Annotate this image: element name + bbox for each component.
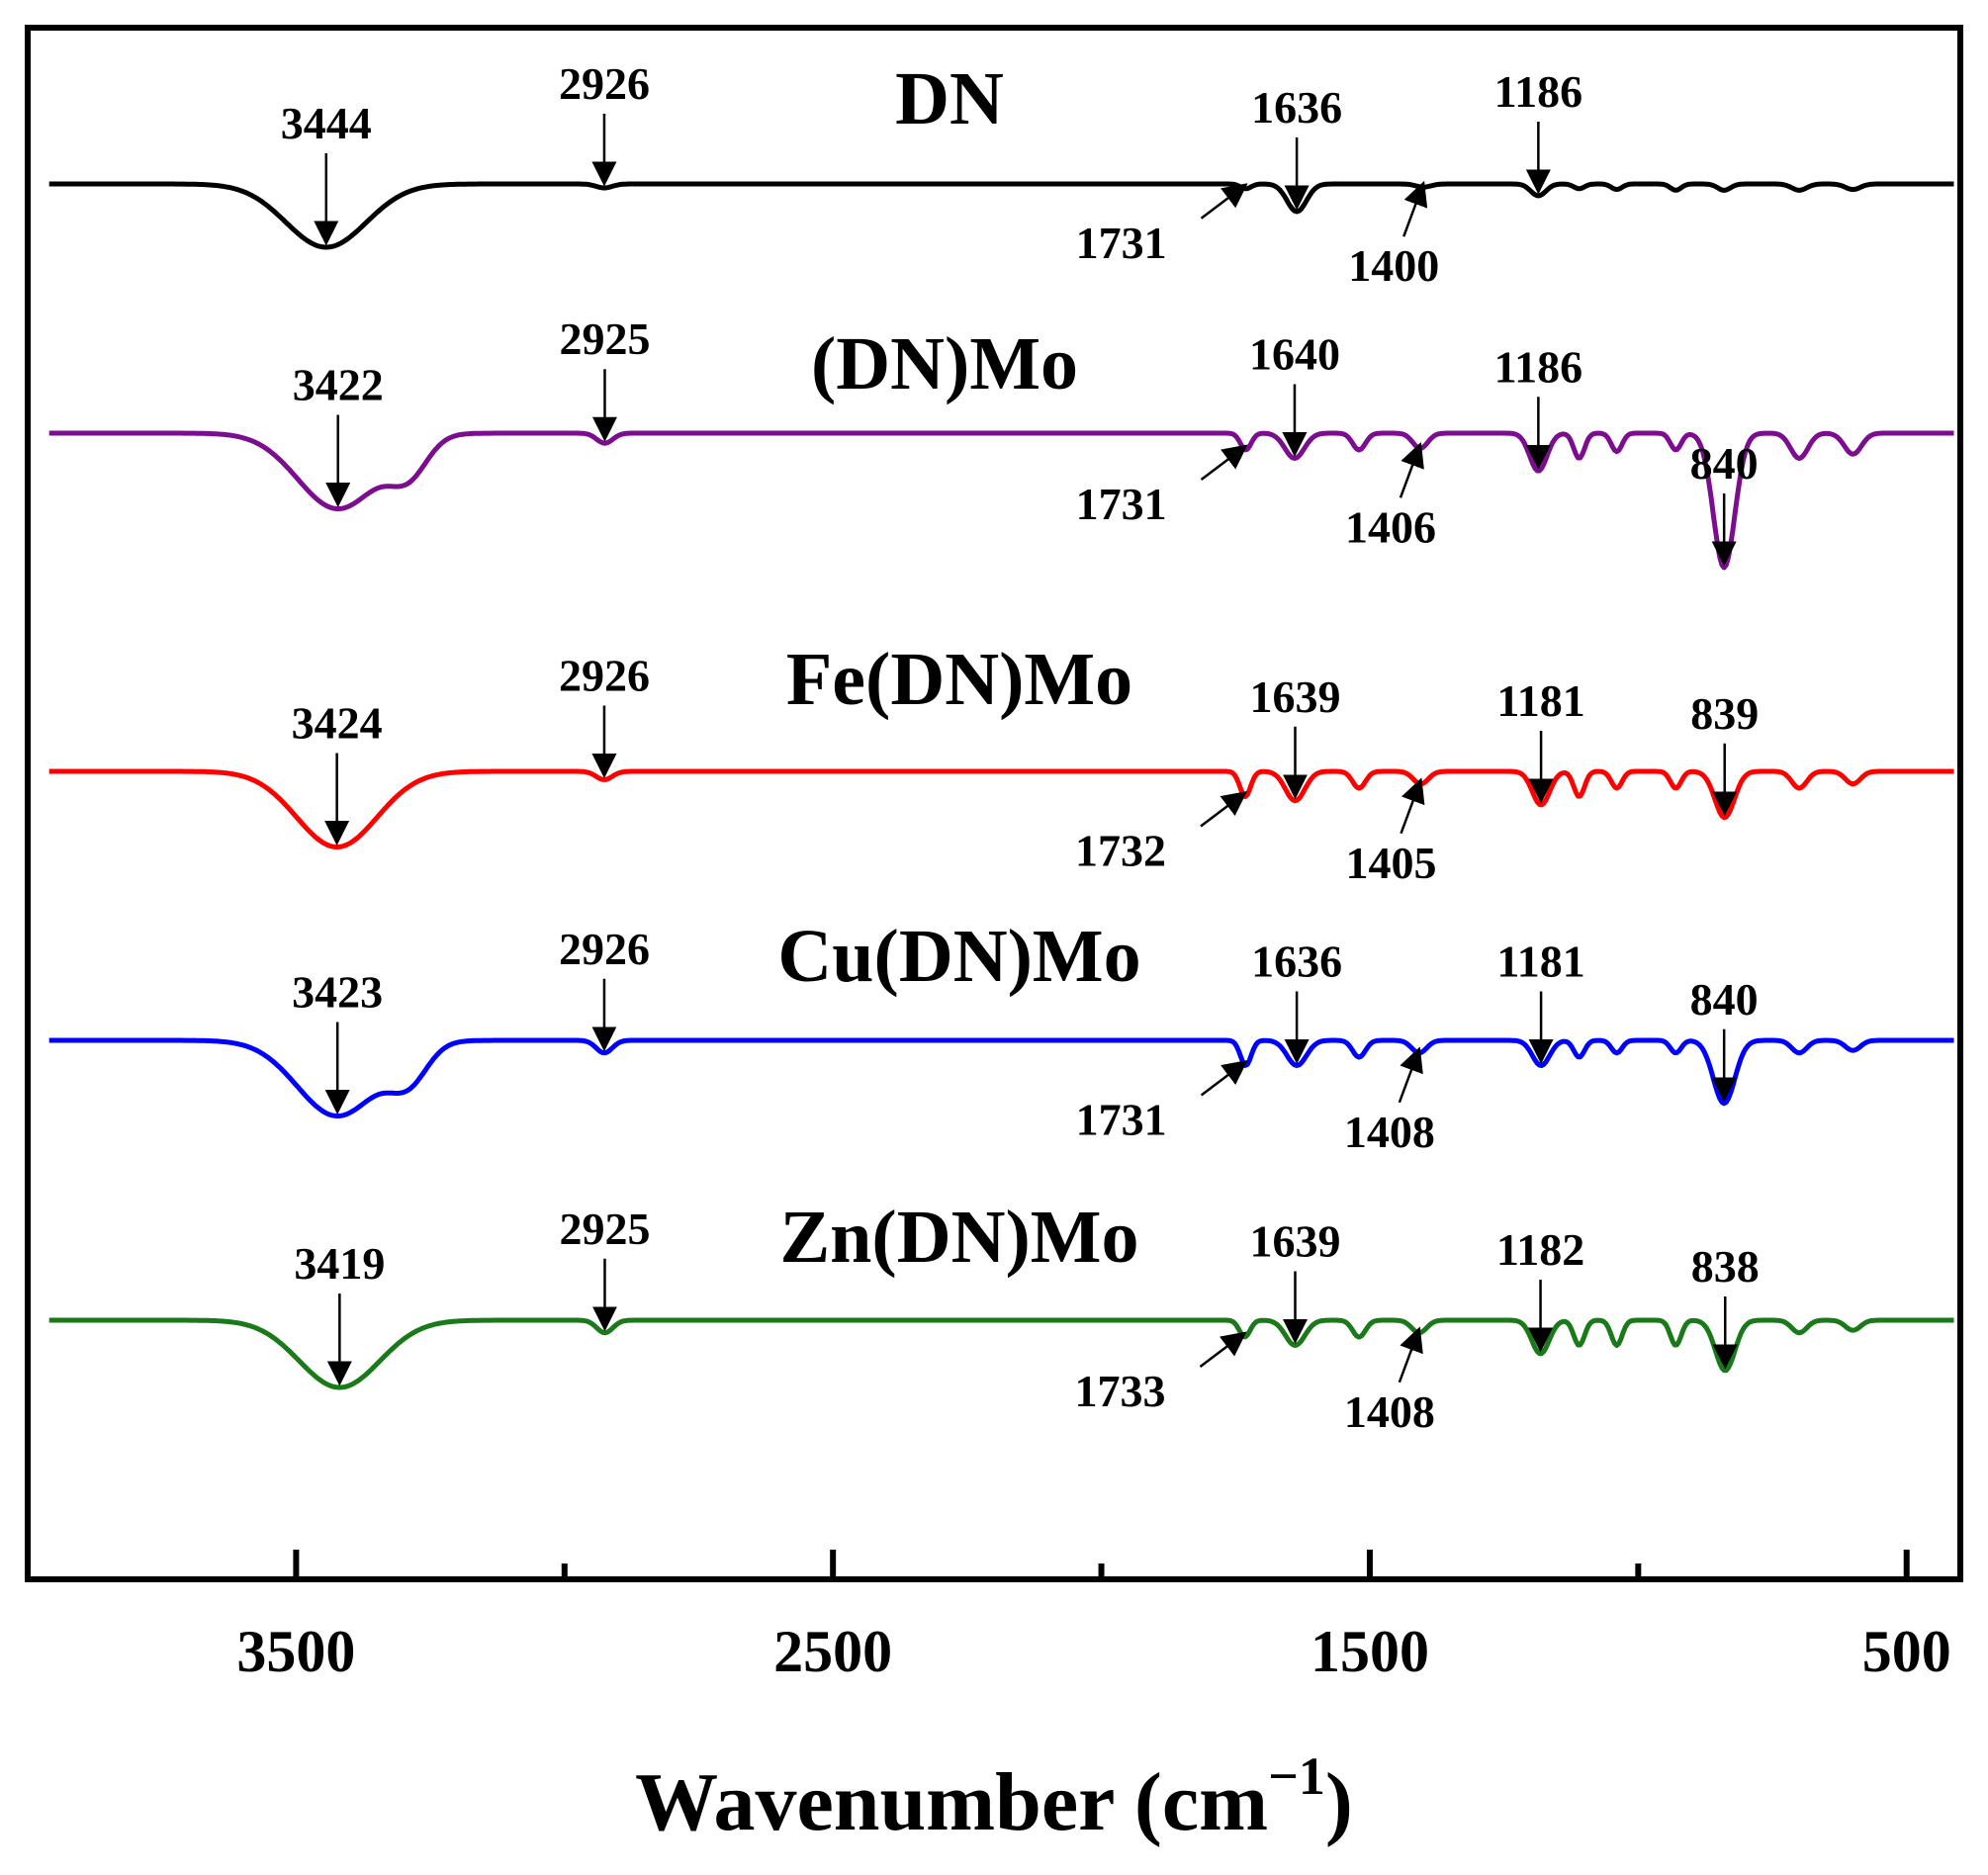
peak-label: 1405	[1346, 838, 1437, 888]
peak-arrow	[1399, 441, 1424, 498]
peak-label: 1400	[1348, 240, 1439, 291]
peak-label: 3444	[281, 98, 372, 148]
peak-arrow	[1200, 790, 1248, 828]
x-axis-title-main: Wavenumber (cm	[635, 1756, 1268, 1848]
series-label: Zn(DN)Mo	[779, 1196, 1138, 1279]
peak-label: 3419	[294, 1238, 385, 1289]
series-label: Cu(DN)Mo	[777, 915, 1140, 998]
x-tick-label: 500	[1862, 1619, 1951, 1684]
peak-arrow	[1199, 1331, 1247, 1368]
series-line-4	[48, 1037, 1954, 1118]
series-line-5	[48, 1317, 1954, 1390]
peak-label: 3424	[292, 698, 383, 749]
peak-arrow	[1400, 777, 1425, 835]
peak-label: 1406	[1345, 501, 1436, 552]
series-line-1	[48, 181, 1954, 250]
annotations-layer: DN 3444 2926 1636 1731 1400 1186 (DN)Mo 3422 2925…	[281, 57, 1760, 1437]
peak-label: 1181	[1496, 937, 1584, 987]
peak-label: 1636	[1251, 937, 1342, 987]
peak-label: 839	[1690, 688, 1759, 739]
peak-label: 1408	[1344, 1107, 1435, 1157]
x-axis-title-close: )	[1325, 1756, 1353, 1848]
peak-label: 2926	[559, 924, 650, 974]
peak-label: 1408	[1344, 1386, 1435, 1437]
peak-arrow	[1200, 444, 1248, 481]
peak-label: 1639	[1249, 1216, 1340, 1267]
peak-arrow	[1398, 1046, 1423, 1104]
series-line-2	[48, 430, 1954, 571]
peak-label: 1182	[1496, 1224, 1584, 1275]
peak-label: 1639	[1249, 671, 1340, 722]
x-tick-label: 2500	[773, 1619, 892, 1684]
series-label: Fe(DN)Mo	[786, 638, 1132, 721]
peak-label: 2925	[559, 1204, 650, 1254]
peak-label: 1636	[1251, 82, 1342, 133]
peak-label: 2926	[559, 651, 650, 701]
series-layer	[48, 181, 1954, 1390]
x-axis-title-exponent: −1	[1268, 1746, 1325, 1806]
peak-label: 3423	[292, 967, 383, 1018]
peak-label: 1733	[1074, 1366, 1165, 1416]
peak-label: 1731	[1076, 479, 1167, 529]
series-line-3	[48, 768, 1954, 849]
peak-label: 1731	[1076, 1095, 1167, 1145]
peak-label: 2925	[559, 313, 650, 364]
peak-arrow	[1200, 1059, 1248, 1097]
plot-frame	[25, 25, 1963, 1582]
series-label: DN	[895, 57, 1004, 140]
peak-label: 840	[1690, 438, 1759, 489]
peak-label: 840	[1690, 974, 1759, 1025]
peak-label: 838	[1691, 1241, 1760, 1292]
x-tick-label: 1500	[1310, 1619, 1429, 1684]
peak-arrow	[1402, 180, 1428, 237]
peak-label: 1181	[1496, 675, 1584, 726]
series-label: (DN)Mo	[811, 322, 1078, 405]
peak-label: 2926	[559, 58, 650, 109]
ticks-layer: 3500 2500 1500 500	[236, 1550, 1951, 1684]
peak-label: 1732	[1075, 826, 1166, 876]
x-tick-label: 3500	[236, 1619, 355, 1684]
peak-label: 3422	[293, 360, 384, 410]
peak-arrow	[1200, 183, 1248, 220]
peak-label: 1640	[1249, 329, 1340, 380]
peak-arrow	[1398, 1326, 1423, 1384]
peak-label: 1186	[1494, 341, 1582, 392]
peak-label: 1186	[1494, 66, 1582, 117]
x-axis-title: Wavenumber (cm−1)	[635, 1746, 1353, 1848]
peak-label: 1731	[1076, 218, 1167, 268]
